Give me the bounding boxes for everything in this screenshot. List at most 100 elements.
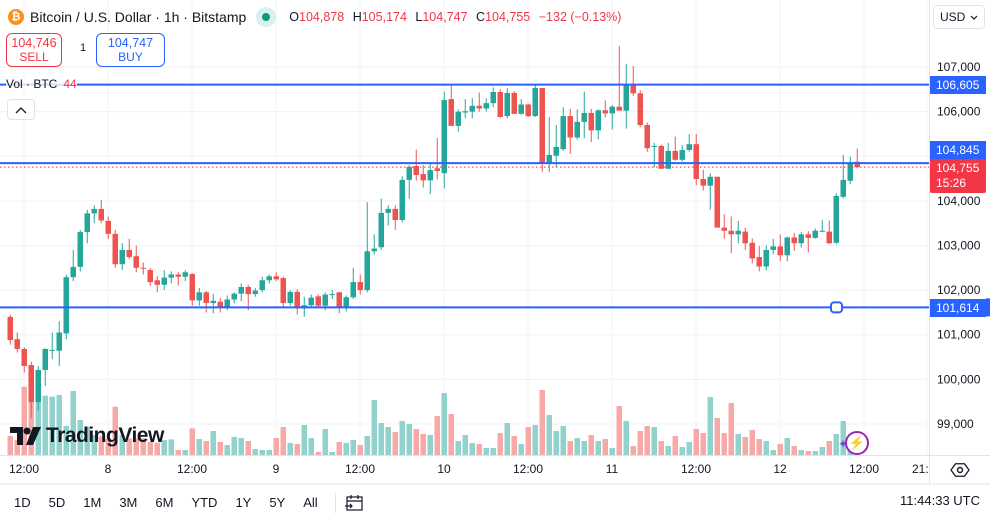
volume-bar (70, 391, 76, 455)
calendar-goto-icon[interactable] (344, 494, 364, 512)
candle-body (490, 91, 496, 104)
volume-bar (322, 429, 328, 455)
candle-body (826, 231, 832, 244)
candle-body (273, 276, 279, 280)
volume-bar (707, 397, 713, 455)
candle-body (105, 220, 111, 234)
tradingview-logo[interactable]: TradingView (10, 424, 164, 448)
price-tick-label: 107,000 (937, 60, 981, 74)
candle (252, 287, 258, 297)
volume-bar (532, 425, 538, 455)
candle (7, 314, 13, 345)
open-value: 104,878 (299, 10, 345, 24)
candle (315, 294, 321, 308)
symbol-title[interactable]: Bitcoin / U.S. Dollar · 1h · Bitstamp (30, 9, 247, 25)
candle (56, 321, 62, 366)
candle-body (777, 246, 783, 256)
candle-body (224, 299, 230, 308)
candle-body (574, 121, 580, 138)
divider (334, 492, 336, 513)
market-open-status-icon[interactable] (256, 7, 277, 27)
range-3m[interactable]: 3M (119, 495, 138, 510)
candle (539, 87, 545, 172)
volume-bar (21, 386, 27, 455)
volume-bar (140, 438, 146, 455)
candle (532, 84, 538, 117)
clock[interactable]: 11:44:33 UTC (900, 493, 980, 508)
volume-bar (210, 431, 216, 455)
candle (644, 122, 650, 152)
volume-bar (700, 433, 706, 455)
currency-dropdown[interactable]: USD (933, 5, 985, 29)
candle (231, 292, 237, 304)
candle-body (252, 290, 258, 295)
candle-body (707, 176, 713, 186)
volume-bar (644, 426, 650, 455)
settings-icon[interactable] (950, 460, 970, 480)
candle (616, 46, 622, 111)
candle (364, 202, 370, 293)
volume-bar (539, 390, 545, 455)
range-6m[interactable]: 6M (155, 495, 174, 510)
candle-body (798, 234, 804, 244)
volume-bar (756, 439, 762, 455)
volume-bar (385, 427, 391, 455)
collapse-legend-button[interactable] (7, 99, 35, 120)
candle (427, 162, 433, 195)
axes: 107,000 106,000 104,000 103,000 102,000 101,0… (0, 0, 990, 485)
volume-bar (245, 441, 251, 455)
candle-body (413, 166, 419, 175)
candle (826, 220, 832, 245)
candle (798, 232, 804, 248)
price-tick-label: 106,000 (937, 105, 981, 119)
volume-bar (476, 444, 482, 455)
candle (581, 91, 587, 139)
range-1m[interactable]: 1M (83, 495, 102, 510)
buy-button[interactable]: 104,747 BUY (96, 33, 165, 67)
candle (791, 232, 797, 251)
volume-bar (315, 452, 321, 455)
candle (350, 267, 356, 300)
volume-bar (490, 448, 496, 455)
candle (245, 284, 251, 311)
time-tick-label: 8 (105, 462, 112, 476)
volume-bar (413, 429, 419, 455)
time-tick-label: 12:00 (681, 462, 711, 476)
candle (189, 273, 195, 306)
range-all[interactable]: All (303, 495, 318, 510)
candle-body (154, 280, 160, 285)
candle-body (833, 195, 839, 243)
range-5y[interactable]: 5Y (269, 495, 286, 510)
time-tick-label: 12:00 (849, 462, 879, 476)
candle-body (35, 369, 41, 403)
volume-value: 44 (63, 77, 77, 91)
volume-bar (196, 439, 202, 455)
lightning-icon[interactable]: ⚡ (845, 431, 869, 455)
range-1d[interactable]: 1D (14, 495, 31, 510)
candle (420, 165, 426, 188)
volume-bar (420, 434, 426, 455)
volume-legend[interactable]: Vol · BTC 44 (6, 77, 77, 91)
candle-body (630, 83, 636, 94)
candle-body (700, 178, 706, 186)
range-5d[interactable]: 5D (48, 495, 66, 510)
candle (812, 228, 818, 239)
candle (735, 220, 741, 244)
buy-label: BUY (118, 50, 143, 64)
volume-bar (798, 450, 804, 455)
candle (91, 205, 97, 224)
candle (42, 348, 48, 387)
bottom-toolbar: 1D 5D 1M 3M 6M YTD 1Y 5Y All (0, 484, 990, 521)
high-value: 105,174 (361, 10, 407, 24)
range-ytd[interactable]: YTD (191, 495, 218, 510)
sell-button[interactable]: 104,746 SELL (6, 33, 62, 67)
time-tick-label: 12 (773, 462, 787, 476)
candle (441, 91, 447, 189)
volume-bar (637, 431, 643, 455)
volume-bar (770, 450, 776, 455)
horizontal-lines[interactable] (0, 83, 990, 317)
range-1y[interactable]: 1Y (235, 495, 252, 510)
volume-bar (364, 436, 370, 455)
volume-bar (630, 446, 636, 455)
